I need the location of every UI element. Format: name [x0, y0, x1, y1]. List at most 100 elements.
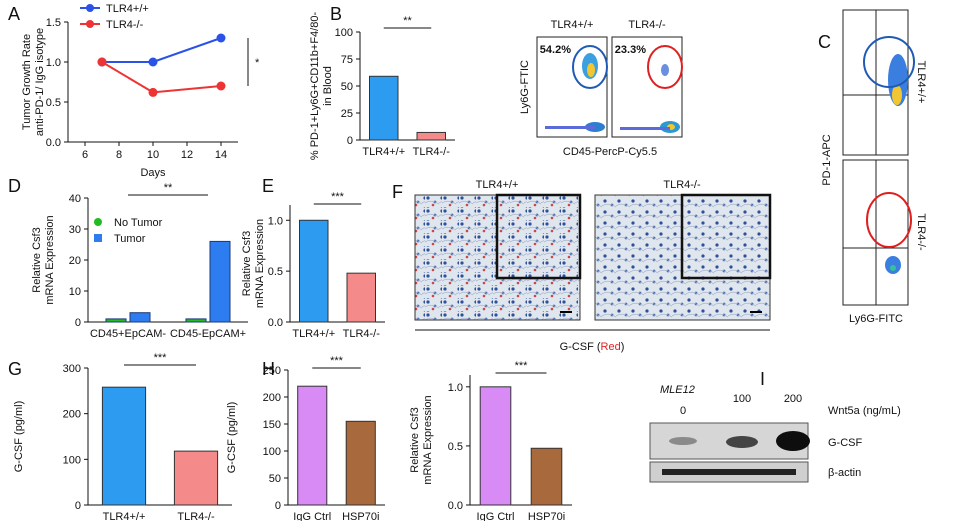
- bar: [209, 240, 231, 323]
- bar: [185, 318, 207, 323]
- y-tick-label: 0.0: [268, 317, 283, 329]
- y-tick-label: 250: [263, 365, 281, 377]
- x-tick-label: 10: [147, 149, 159, 161]
- micrograph-inset: [495, 193, 582, 280]
- flow-b: TLR4+/+ TLR4-/- 54.2% 23.3% Ly6G-FTIC CD…: [519, 19, 683, 158]
- point: [148, 57, 158, 67]
- x-tick-label: HSP70i: [528, 511, 565, 521]
- significance: **: [164, 182, 173, 194]
- y-tick-label: 10: [69, 286, 81, 298]
- flow-c: C TLR4+/+ TLR4-/- PD-1-APC Ly6G-FITC: [818, 9, 927, 325]
- legend-marker: [94, 218, 102, 226]
- x-tick-label: 12: [181, 149, 193, 161]
- caption-red: Red: [601, 341, 621, 353]
- bar: [346, 272, 376, 323]
- gate: [866, 192, 912, 248]
- y-axis-label: G-CSF (pg/ml): [226, 402, 238, 474]
- flow-title: TLR4+/+: [551, 19, 594, 31]
- y-tick-label: 30: [69, 224, 81, 236]
- bar: [297, 385, 328, 506]
- band: [662, 469, 796, 475]
- gate-percent: 54.2%: [540, 44, 571, 56]
- y-tick-label: 300: [63, 363, 81, 375]
- band: [726, 436, 758, 448]
- cell-line: MLE12: [660, 384, 695, 396]
- significance: **: [403, 15, 412, 27]
- flow-ylabel: Ly6G-FTIC: [519, 60, 531, 114]
- y-tick-label: 1.0: [268, 215, 283, 227]
- chart: G G-CSF (pg/ml) 0 100 200 300 TLR4+/+ TLR4-/- **…: [8, 352, 232, 521]
- y-tick-label: 0: [347, 135, 353, 147]
- y-tick-label: 100: [63, 454, 81, 466]
- legend-marker: [86, 4, 94, 12]
- cell-population: [620, 127, 670, 130]
- chart: H G-CSF (pg/ml) 0 50 100 150 200 250 IgG Ctrl HSP…: [226, 355, 385, 521]
- gate: [572, 45, 608, 89]
- point: [97, 57, 107, 67]
- x-tick-label: IgG Ctrl: [293, 511, 331, 521]
- bar: [369, 75, 399, 141]
- y-tick-label: 0.0: [448, 500, 463, 512]
- y-tick-label: 0: [275, 500, 281, 512]
- y-tick-label: 0: [75, 500, 81, 512]
- micrograph-title: TLR4-/-: [663, 179, 701, 191]
- micrograph-title: TLR4+/+: [476, 179, 519, 191]
- bar: [299, 219, 329, 323]
- y-axis-label: mRNA Expression: [422, 395, 434, 484]
- y-tick-label: 50: [341, 81, 353, 93]
- y-axis-label: anti-PD-1/ IgG isotype: [34, 28, 46, 136]
- y-tick-label: 20: [69, 255, 81, 267]
- y-axis-label: Relative Csf3: [241, 231, 253, 296]
- band-label: β-actin: [828, 467, 861, 479]
- y-tick-label: 0.5: [448, 441, 463, 453]
- flow-title: TLR4-/-: [628, 19, 666, 31]
- y-tick-label: 50: [269, 473, 281, 485]
- y-tick-label: 200: [63, 409, 81, 421]
- y-tick-label: 100: [263, 446, 281, 458]
- panel-letter: A: [8, 4, 20, 24]
- y-tick-label: 0.0: [46, 137, 61, 149]
- panel-letter: I: [760, 369, 765, 389]
- y-tick-label: 200: [263, 392, 281, 404]
- micrograph-inset: [680, 193, 772, 280]
- x-tick-label: HSP70i: [342, 511, 379, 521]
- dose: 0: [680, 405, 686, 417]
- series-line: [102, 37, 222, 63]
- y-tick-label: 100: [335, 27, 353, 39]
- bar: [530, 447, 563, 506]
- y-axis-label: mRNA Expression: [254, 219, 266, 308]
- x-tick-label: 14: [215, 149, 227, 161]
- treatment: Wnt5a (ng/mL): [828, 405, 901, 417]
- point: [216, 81, 226, 91]
- y-axis-label: mRNA Expression: [44, 215, 56, 304]
- chart: Relative Csf3 mRNA Expression 0.0 0.5 1.0 IgG…: [409, 360, 572, 521]
- legend-marker: [86, 20, 94, 28]
- caption-text: ): [621, 341, 625, 353]
- y-tick-label: 150: [263, 419, 281, 431]
- legend-label: TLR4-/-: [106, 19, 144, 31]
- y-axis-label: G-CSF (pg/ml): [13, 401, 25, 473]
- x-tick-label: TLR4-/-: [343, 328, 381, 340]
- cell-population: [661, 64, 669, 76]
- caption: G-CSF (Red): [560, 341, 625, 353]
- x-axis-label: Days: [140, 167, 166, 179]
- dose: 100: [733, 393, 751, 405]
- y-axis-label: Relative Csf3: [409, 407, 421, 472]
- cell-population: [892, 85, 902, 105]
- x-tick-label: 6: [82, 149, 88, 161]
- flow-label: TLR4-/-: [915, 213, 927, 251]
- bar: [129, 312, 151, 323]
- legend-label: TLR4+/+: [106, 3, 149, 15]
- bar: [173, 450, 219, 506]
- panel-letter: H: [262, 359, 275, 379]
- bar: [101, 386, 147, 506]
- x-tick-label: CD45+EpCAM-: [90, 328, 166, 340]
- bar: [345, 420, 376, 506]
- panel-letter: C: [818, 32, 831, 52]
- panel-letter: B: [330, 4, 342, 24]
- y-tick-label: 0.5: [46, 97, 61, 109]
- point: [148, 87, 158, 97]
- gate: [647, 45, 683, 89]
- legend-label: No Tumor: [114, 217, 163, 229]
